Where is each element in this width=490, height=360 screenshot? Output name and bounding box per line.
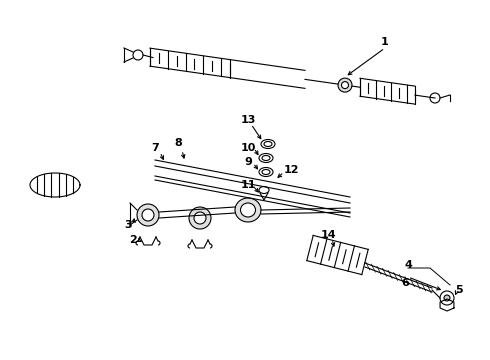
Circle shape [430, 93, 440, 103]
Ellipse shape [189, 207, 211, 229]
Text: 10: 10 [240, 143, 256, 153]
Text: 8: 8 [174, 138, 182, 148]
Text: 1: 1 [381, 37, 389, 47]
Text: 12: 12 [284, 165, 299, 175]
Text: 6: 6 [401, 278, 409, 288]
Text: 9: 9 [244, 157, 252, 167]
Ellipse shape [342, 82, 348, 89]
Ellipse shape [338, 78, 352, 92]
Ellipse shape [137, 204, 159, 226]
Ellipse shape [235, 198, 261, 222]
Circle shape [440, 291, 454, 305]
Text: 14: 14 [320, 230, 336, 240]
Text: 7: 7 [151, 143, 159, 153]
Ellipse shape [142, 209, 154, 221]
Ellipse shape [194, 212, 206, 224]
Circle shape [444, 295, 450, 301]
Text: 13: 13 [240, 115, 256, 125]
Text: 5: 5 [455, 285, 463, 295]
Text: 3: 3 [124, 220, 132, 230]
Text: 4: 4 [404, 260, 412, 270]
Ellipse shape [241, 203, 255, 217]
Text: 2: 2 [129, 235, 137, 245]
Circle shape [133, 50, 143, 60]
Text: 11: 11 [240, 180, 256, 190]
